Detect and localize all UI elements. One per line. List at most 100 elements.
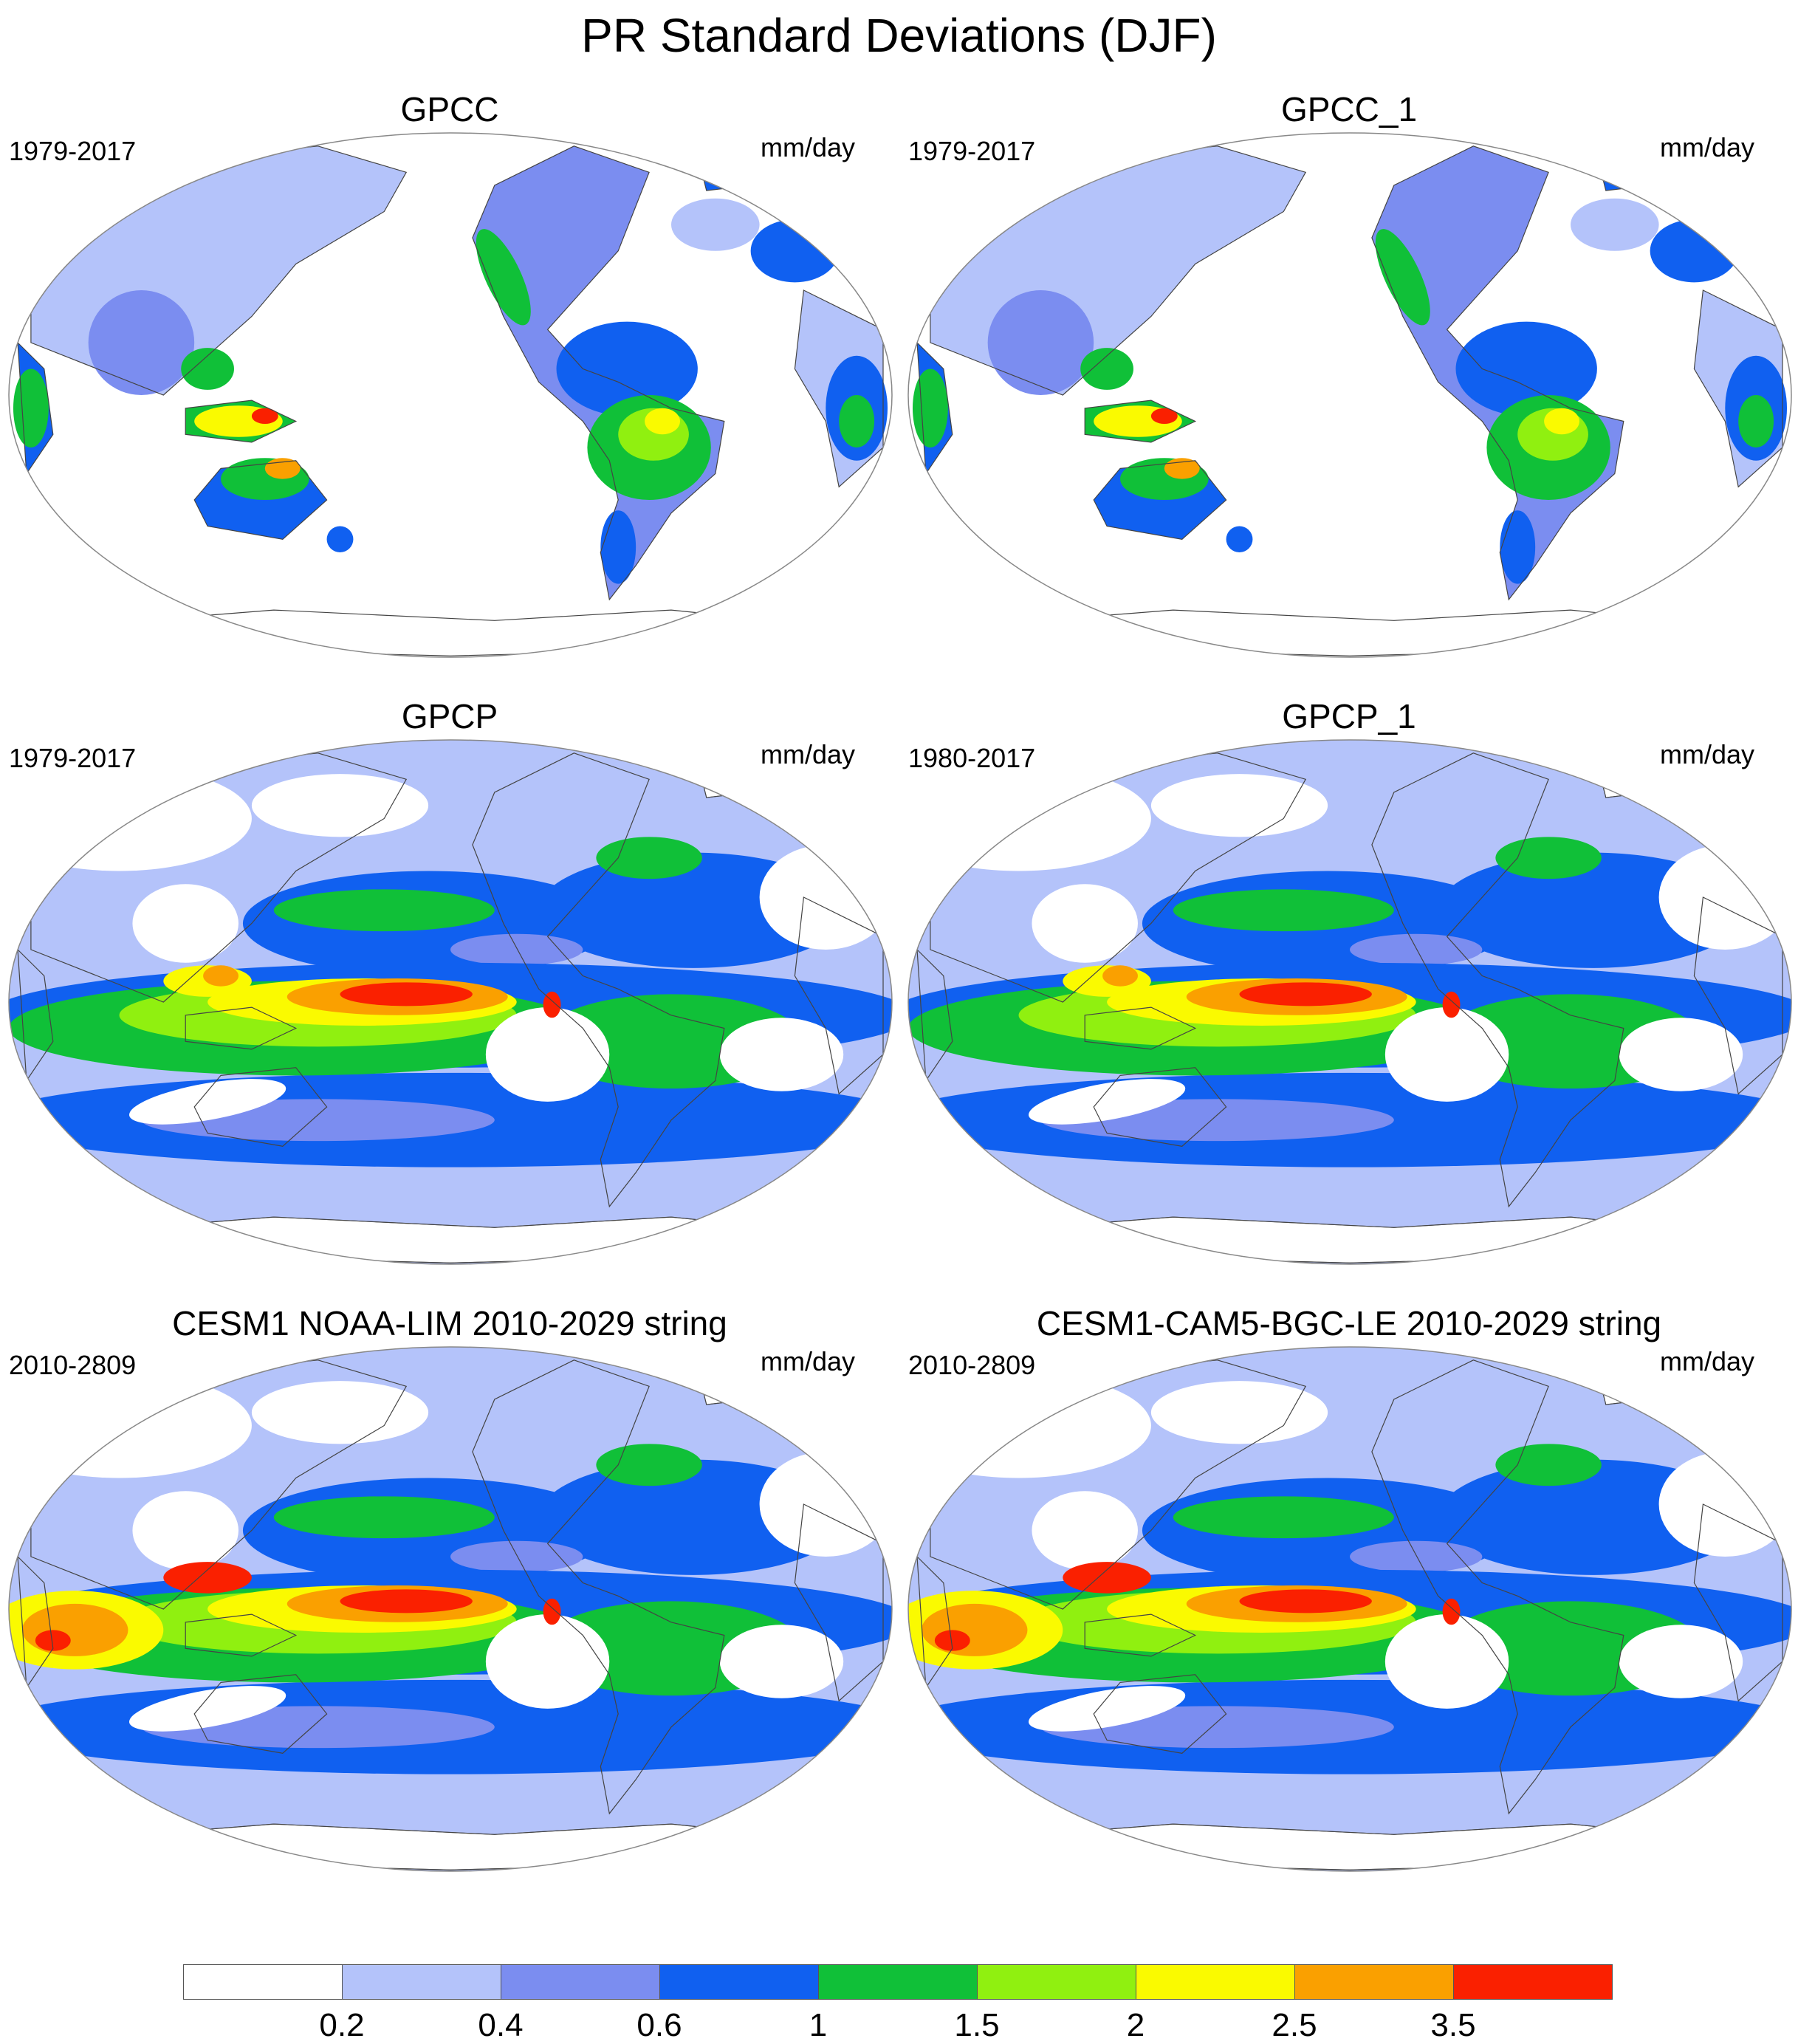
figure-title: PR Standard Deviations (DJF) <box>581 9 1217 62</box>
colorbar-swatch <box>183 1964 343 2000</box>
map-plot <box>8 739 893 1265</box>
map-border <box>8 132 893 658</box>
precip-contour <box>1350 1540 1483 1573</box>
coastline-australia <box>193 1674 328 1754</box>
panel-title: CESM1-CAM5-BGC-LE 2010-2029 string <box>1036 1304 1662 1342</box>
colorbar-swatch <box>659 1964 819 2000</box>
precip-contour <box>1226 526 1253 552</box>
precip-contour <box>251 408 278 425</box>
precip-contour <box>450 933 583 966</box>
panel-units: mm/day <box>760 132 855 162</box>
precip-field <box>9 1347 892 1871</box>
precip-contour <box>340 982 473 1006</box>
precip-contour <box>1173 1496 1394 1539</box>
precip-contour <box>543 991 561 1018</box>
precip-contour <box>273 889 495 932</box>
panel-title: GPCP_1 <box>1282 697 1416 735</box>
map-plot <box>907 132 1792 658</box>
coastline-africa_w <box>17 948 54 1083</box>
precip-contour <box>1738 395 1774 447</box>
coastline-australia <box>1093 1067 1227 1147</box>
panel-title: CESM1 NOAA-LIM 2010-2029 string <box>172 1304 727 1342</box>
coastline-indonesia <box>185 1613 298 1657</box>
colorbar-swatch <box>1136 1964 1295 2000</box>
coastline-americas <box>1371 752 1624 1208</box>
panel-period: 1979-2017 <box>9 743 137 773</box>
precip-contour <box>596 1444 702 1486</box>
precip-contour <box>1384 1614 1509 1709</box>
precip-contour <box>1239 1589 1372 1613</box>
precip-contour <box>485 1007 610 1102</box>
precip-contour <box>1495 837 1602 879</box>
precip-contour <box>88 290 195 395</box>
coastline-greenland <box>693 744 769 798</box>
precip-contour <box>759 1452 892 1557</box>
precip-contour <box>719 1018 844 1091</box>
precip-contour <box>671 198 760 251</box>
panel-units: mm/day <box>1659 132 1754 162</box>
map-plot <box>907 739 1792 1265</box>
precip-contour <box>132 884 239 963</box>
precip-contour <box>1239 982 1372 1006</box>
colorbar-tick-label: 1 <box>809 2007 828 2043</box>
coastline-indonesia <box>185 399 298 443</box>
precip-contour <box>1658 845 1791 950</box>
colorbar <box>183 1964 1613 2001</box>
precip-contour <box>1029 1079 1186 1125</box>
coastline-africa_w <box>17 1555 54 1690</box>
map-plot <box>8 1346 893 1872</box>
coastline-greenland <box>693 1351 769 1405</box>
precip-contour <box>1442 1598 1461 1625</box>
precip-contour <box>1455 321 1597 416</box>
coastline-greenland <box>1592 137 1669 191</box>
precip-contour <box>1350 933 1483 966</box>
coastline-africa_w <box>916 341 953 476</box>
precip-contour <box>719 1625 844 1698</box>
precip-contour <box>340 1589 473 1613</box>
precip-contour <box>596 837 702 879</box>
panel-period: 1980-2017 <box>908 743 1036 773</box>
map-border <box>907 132 1792 658</box>
precip-contour <box>273 1496 495 1539</box>
panel-title: GPCC_1 <box>1280 90 1418 128</box>
coastline-americas <box>1371 1359 1624 1815</box>
precip-contour <box>1495 1444 1602 1486</box>
coastline-americas <box>472 752 725 1208</box>
panel-title: GPCP <box>401 697 498 735</box>
colorbar-tick-label: 1.5 <box>954 2007 1000 2043</box>
precip-contour <box>450 1540 583 1573</box>
coastline-greenland <box>693 137 769 191</box>
panel-period: 2010-2809 <box>908 1350 1036 1380</box>
precip-contour <box>1500 510 1536 584</box>
precip-contour <box>1544 408 1579 435</box>
map-panel-cesm1-cam5-bgc-le: CESM1-CAM5-BGC-LE 2010-2029 string 2010-… <box>899 1214 1798 1872</box>
precip-contour <box>1619 1018 1743 1091</box>
panel-units: mm/day <box>760 1346 855 1376</box>
coastline-australia <box>193 460 328 540</box>
precip-contour <box>326 526 354 552</box>
map-border <box>8 1346 893 1872</box>
colorbar-swatch <box>818 1964 978 2000</box>
precip-contour <box>1619 1625 1743 1698</box>
precip-contour <box>1658 1452 1791 1557</box>
precip-contour <box>1063 1562 1151 1594</box>
precip-contour <box>1029 1686 1186 1732</box>
precip-contour <box>1650 219 1739 283</box>
precip-contour <box>1150 1381 1328 1444</box>
precip-contour <box>543 1598 561 1625</box>
precip-contour <box>129 1079 286 1125</box>
coastline-americas <box>1371 145 1624 601</box>
colorbar-tick-label: 0.4 <box>478 2007 524 2043</box>
precip-contour <box>129 1686 286 1732</box>
precip-contour <box>1571 198 1659 251</box>
precip-contour <box>476 229 531 326</box>
panel-title: GPCC <box>400 90 499 128</box>
coastline-australia <box>193 1067 328 1147</box>
coastline-greenland <box>1592 1351 1669 1405</box>
colorbar-tick-label: 3.5 <box>1430 2007 1476 2043</box>
precip-contour <box>1102 965 1138 987</box>
precip-contour <box>1384 1007 1509 1102</box>
precip-contour <box>934 1630 970 1651</box>
precip-contour <box>251 774 429 837</box>
precip-contour <box>1080 348 1133 390</box>
